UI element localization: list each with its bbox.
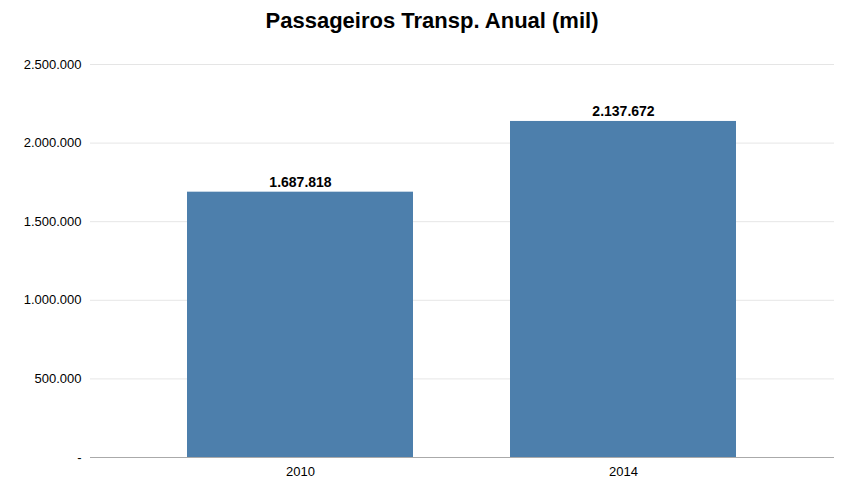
svg-text:500.000: 500.000 [35, 371, 82, 386]
svg-text:1.000.000: 1.000.000 [24, 292, 82, 307]
svg-text:2.137.672: 2.137.672 [592, 103, 654, 119]
svg-text:1.687.818: 1.687.818 [269, 174, 331, 190]
svg-text:2014: 2014 [609, 464, 638, 479]
svg-text:2.000.000: 2.000.000 [24, 135, 82, 150]
html-text:Passageiros Transp. Anual (mil: Passageiros Transp. Anual (mil) [265, 8, 599, 33]
svg-text:1.500.000: 1.500.000 [24, 214, 82, 229]
svg-text:2010: 2010 [286, 464, 315, 479]
svg-text:2.500.000: 2.500.000 [24, 57, 82, 72]
svg-text:-: - [77, 450, 81, 465]
